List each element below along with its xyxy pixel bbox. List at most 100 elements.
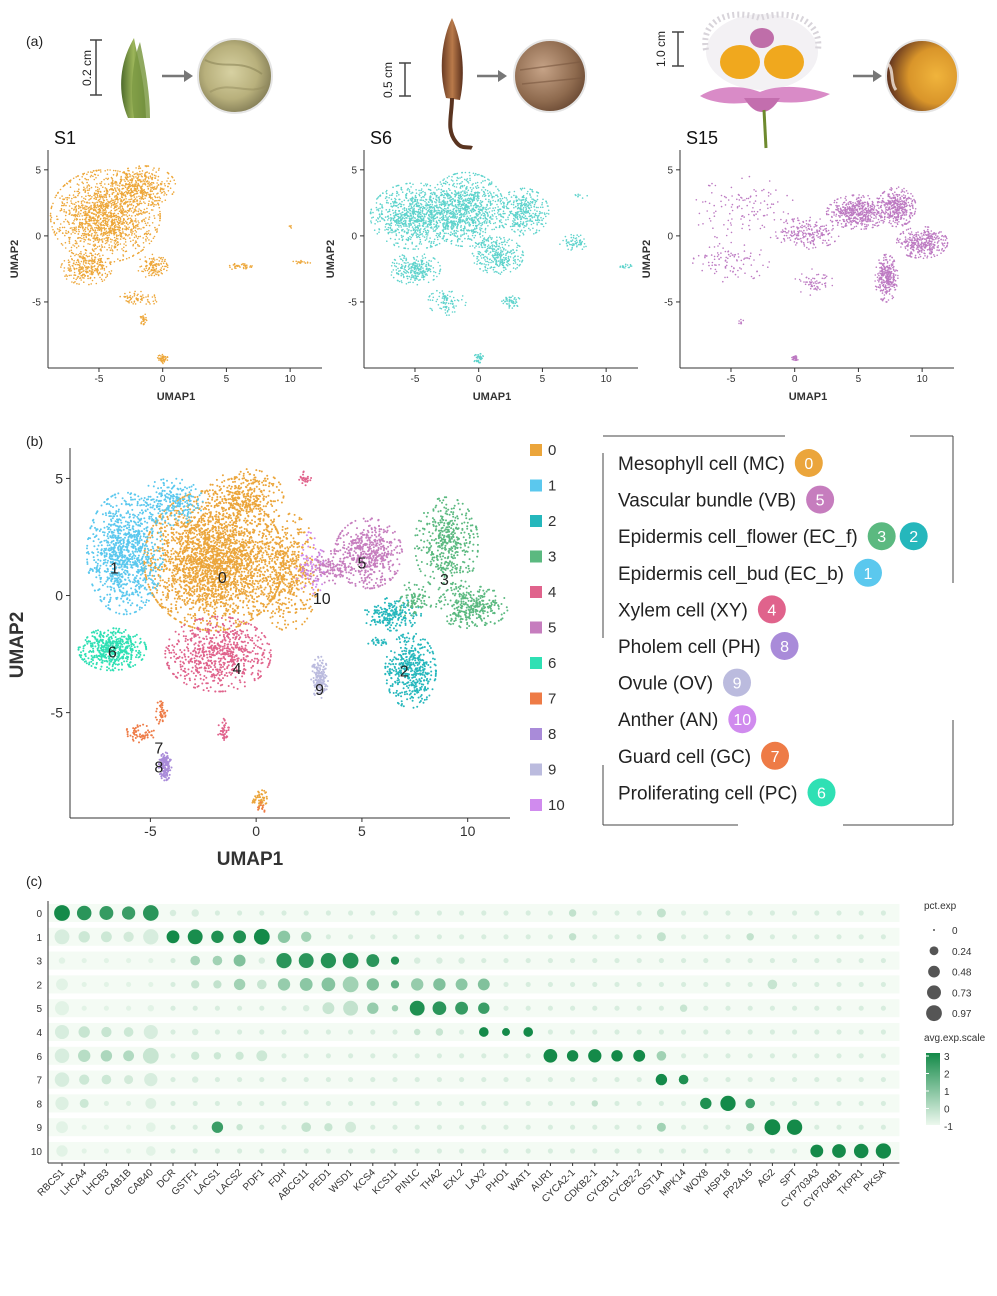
umap-point	[89, 276, 92, 279]
umap-point	[461, 203, 463, 206]
umap-point	[65, 274, 67, 276]
umap-point	[126, 295, 128, 297]
umap-point	[106, 242, 108, 244]
umap-point	[66, 275, 68, 278]
umap-point	[134, 180, 137, 182]
umap-point	[83, 273, 85, 276]
umap-point	[511, 228, 513, 231]
umap-point	[160, 192, 163, 194]
umap-point	[162, 262, 165, 265]
umap-point	[77, 254, 79, 256]
umap-point	[140, 290, 142, 293]
umap-point	[86, 205, 88, 208]
umap-point	[137, 182, 139, 185]
umap-point	[448, 215, 451, 217]
umap-point	[145, 316, 147, 319]
umap-point	[490, 238, 493, 241]
umap-point	[419, 270, 422, 273]
umap-point	[402, 225, 405, 227]
umap-point	[142, 198, 145, 200]
umap-point	[522, 194, 525, 197]
umap-point	[97, 217, 99, 219]
umap-point	[104, 261, 107, 264]
umap-point	[156, 199, 158, 202]
umap-point	[406, 270, 409, 273]
umap-point	[481, 214, 483, 216]
scatter-points	[369, 171, 633, 364]
umap-point	[462, 190, 464, 192]
umap-point	[452, 184, 455, 186]
umap-point	[403, 257, 405, 259]
umap-point	[475, 217, 478, 219]
umap-point	[391, 192, 394, 195]
umap-point	[446, 222, 448, 225]
umap-point	[438, 242, 441, 245]
umap-point	[70, 233, 72, 235]
umap-point	[486, 247, 489, 250]
umap-point	[158, 206, 161, 209]
umap-point	[98, 238, 100, 240]
umap-point	[440, 203, 443, 205]
umap-point	[156, 231, 158, 233]
umap-point	[120, 234, 122, 237]
umap-point	[489, 207, 491, 209]
umap-point	[167, 172, 170, 175]
umap-point	[73, 274, 76, 276]
umap-point	[87, 275, 89, 278]
umap-point	[378, 213, 381, 216]
umap-point	[75, 201, 77, 204]
umap-point	[469, 186, 472, 189]
umap-point	[418, 222, 421, 225]
umap-point	[414, 262, 417, 265]
umap-point	[72, 244, 74, 246]
umap-point	[399, 212, 401, 215]
umap-point	[429, 237, 431, 239]
umap-point	[81, 232, 84, 235]
umap-point	[103, 269, 106, 271]
umap-point	[86, 266, 88, 268]
umap-point	[75, 230, 78, 233]
umap-point	[147, 295, 149, 298]
umap-point	[417, 208, 420, 211]
umap-point	[410, 276, 413, 279]
umap-point	[422, 235, 424, 237]
umap-point	[416, 230, 419, 232]
umap-point	[124, 241, 127, 243]
umap-point	[82, 256, 85, 259]
umap-point	[448, 194, 451, 196]
umap-point	[84, 239, 87, 241]
umap-point	[439, 181, 442, 183]
umap-point	[64, 247, 67, 249]
umap-point	[409, 221, 411, 223]
umap-point	[129, 191, 132, 194]
umap-point	[141, 194, 144, 197]
umap-point	[369, 211, 372, 213]
umap-point	[534, 219, 537, 221]
umap-point	[447, 204, 450, 206]
umap-point	[73, 203, 76, 205]
umap-point	[82, 245, 85, 248]
umap-point	[432, 197, 435, 200]
umap-point	[475, 206, 478, 209]
umap-point	[482, 180, 484, 182]
umap-point	[123, 198, 125, 201]
umap-point	[109, 263, 112, 266]
umap-point	[166, 180, 168, 182]
umap-point	[497, 195, 499, 198]
photo-group-1: 0.2 cm	[80, 38, 273, 118]
umap-point	[541, 212, 543, 214]
umap-point	[426, 234, 429, 236]
umap-point	[405, 196, 407, 199]
umap-point	[507, 255, 510, 258]
umap-point	[79, 263, 81, 265]
umap-point	[397, 220, 399, 223]
umap-point	[444, 193, 446, 195]
umap-point	[467, 217, 470, 219]
umap-point	[385, 192, 388, 195]
umap-point	[439, 269, 441, 272]
umap-point	[159, 213, 161, 215]
umap-point	[84, 233, 87, 235]
umap-point	[91, 249, 94, 251]
umap-point	[512, 203, 515, 206]
umap-point	[402, 235, 405, 238]
